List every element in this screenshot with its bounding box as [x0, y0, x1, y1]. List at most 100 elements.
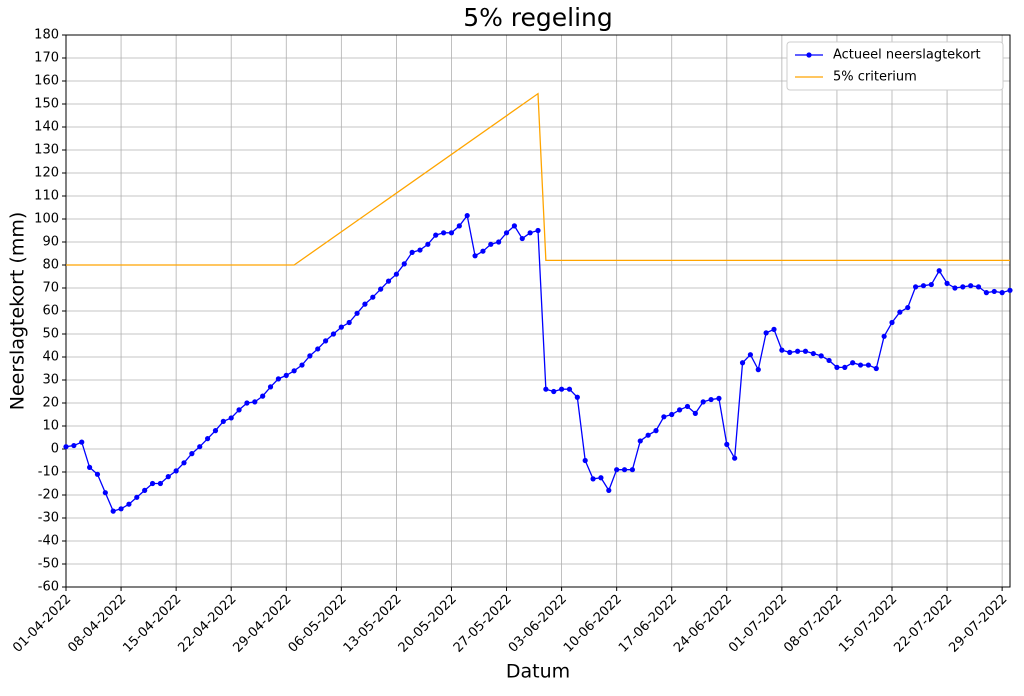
data-point: [582, 457, 588, 464]
data-point: [87, 464, 93, 470]
data-point: [527, 230, 533, 236]
x-tick-label: 10-06-2022: [561, 592, 625, 656]
data-point: [275, 376, 281, 382]
x-tick-label: 17-06-2022: [616, 592, 680, 656]
data-point: [850, 360, 856, 366]
data-point: [110, 508, 116, 514]
y-tick-label: 170: [34, 51, 59, 66]
data-point: [441, 230, 447, 236]
data-point: [228, 415, 234, 421]
data-point: [283, 372, 289, 378]
data-point: [126, 501, 132, 507]
plot-frame: [65, 34, 1011, 588]
data-point: [913, 284, 919, 290]
legend-label: 5% criterium: [833, 70, 917, 85]
data-point: [999, 290, 1005, 296]
data-point: [503, 230, 510, 236]
x-tick-label: 15-04-2022: [120, 592, 184, 656]
data-point: [346, 319, 352, 326]
data-point: [897, 309, 903, 315]
y-tick-label: -10: [38, 465, 59, 480]
y-tick-label: 60: [42, 304, 59, 319]
data-point: [968, 283, 974, 289]
data-point: [173, 468, 179, 474]
data-point: [118, 506, 124, 512]
series-line: [66, 92, 1010, 266]
y-tick-label: 180: [34, 28, 59, 43]
data-point: [944, 280, 950, 286]
data-point: [881, 333, 887, 339]
data-point: [181, 460, 187, 466]
data-point: [456, 223, 462, 229]
x-tick-label: 15-07-2022: [836, 592, 900, 656]
y-tick-label: -60: [38, 580, 59, 595]
data-point: [291, 368, 297, 374]
data-point: [802, 348, 809, 354]
data-point: [385, 278, 392, 284]
data-point: [488, 241, 494, 247]
data-point: [716, 395, 722, 401]
y-tick-label: -50: [38, 557, 59, 572]
data-point: [637, 438, 643, 444]
x-tick-label: 01-07-2022: [726, 592, 790, 656]
data-point: [629, 467, 636, 473]
x-tick-label: 24-06-2022: [671, 592, 735, 656]
data-point: [323, 338, 329, 344]
x-tick-label: 03-06-2022: [506, 592, 570, 656]
x-tick-label: 29-04-2022: [231, 592, 295, 656]
data-point: [645, 432, 651, 438]
data-point: [928, 281, 934, 288]
y-tick-label: 10: [42, 419, 59, 434]
data-point: [566, 386, 573, 392]
data-point: [684, 403, 691, 410]
data-point: [401, 261, 407, 267]
data-point: [991, 288, 997, 295]
y-tick-label: 80: [42, 258, 59, 273]
data-point: [362, 301, 368, 307]
data-point: [779, 347, 785, 353]
data-point: [189, 451, 195, 457]
y-tick-label: 0: [51, 442, 59, 457]
data-point: [370, 294, 376, 300]
data-point: [252, 399, 258, 405]
data-point: [480, 248, 486, 254]
data-point: [330, 331, 337, 337]
data-point: [920, 283, 927, 289]
data-point: [267, 384, 274, 390]
data-point: [354, 310, 360, 316]
data-point: [739, 360, 746, 366]
data-point: [543, 386, 549, 392]
data-point: [653, 428, 659, 434]
data-point: [747, 352, 754, 358]
x-tick-label: 08-04-2022: [65, 592, 129, 656]
data-point: [810, 350, 816, 357]
data-point: [260, 393, 266, 399]
data-point: [496, 239, 502, 245]
data-point: [299, 362, 305, 368]
y-tick-label: 140: [34, 120, 59, 135]
data-point: [417, 247, 423, 253]
data-point: [307, 353, 313, 359]
data-point: [857, 362, 864, 368]
data-point: [826, 357, 832, 364]
data-point: [621, 467, 628, 473]
y-axis-label: Neerslagtekort (mm): [7, 212, 29, 411]
x-tick-label: 08-07-2022: [781, 592, 845, 656]
data-point: [983, 290, 990, 296]
data-point: [448, 230, 455, 236]
data-point: [606, 487, 612, 493]
x-tick-label: 20-05-2022: [396, 592, 460, 656]
data-point: [102, 490, 108, 496]
data-point: [519, 235, 525, 242]
data-point: [551, 388, 557, 395]
data-point: [574, 394, 580, 400]
data-point: [244, 400, 250, 406]
data-point: [905, 304, 911, 311]
y-tick-label: 20: [42, 396, 59, 411]
x-tick-label: 01-04-2022: [10, 592, 74, 656]
data-point: [1007, 287, 1013, 293]
data-point: [952, 285, 958, 291]
data-point: [708, 396, 714, 403]
data-point: [700, 399, 706, 405]
data-point: [755, 367, 761, 373]
